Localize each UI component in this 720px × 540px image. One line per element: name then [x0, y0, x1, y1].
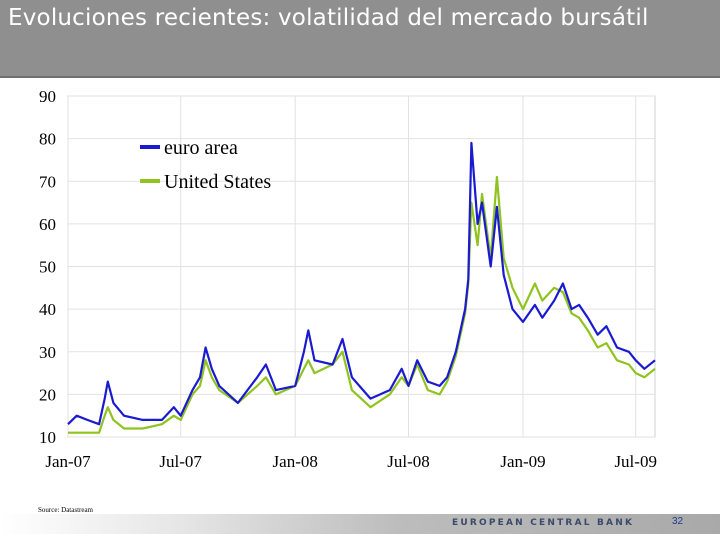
y-tick-label: 50 — [39, 258, 56, 277]
chart-canvas: 10 20 30 40 50 60 70 80 90 Jan-07 Jul-07 Jan-08 Jul… — [39, 87, 657, 471]
x-tick-label: Jan-07 — [45, 452, 91, 471]
series-line-euro-area — [67, 141, 656, 426]
y-tick-label: 30 — [39, 343, 56, 362]
series-lines — [67, 141, 656, 434]
grid-lines — [67, 95, 655, 438]
y-tick-label: 40 — [39, 300, 56, 319]
footer-bar — [0, 514, 720, 534]
series-line-united-states — [68, 175, 656, 434]
x-tick-label: Jul-07 — [159, 452, 202, 471]
y-tick-label: 60 — [39, 215, 56, 234]
slide-title: Evoluciones recientes: volatilidad del m… — [8, 5, 649, 31]
y-tick-label: 20 — [39, 385, 56, 404]
title-bar: Evoluciones recientes: volatilidad del m… — [0, 0, 720, 78]
x-tick-label: Jul-09 — [614, 452, 657, 471]
x-tick-label: Jan-08 — [273, 452, 318, 471]
x-tick-label: Jul-08 — [387, 452, 430, 471]
y-tick-label: 90 — [39, 87, 56, 106]
source-note: Source: Datastream — [38, 506, 94, 514]
y-tick-label: 10 — [39, 428, 56, 447]
legend-label-euro-area: euro area — [164, 137, 238, 159]
volatility-chart: 10 20 30 40 50 60 70 80 90 Jan-07 Jul-07 Jan-08 Jul… — [0, 80, 720, 480]
y-tick-label: 80 — [39, 130, 56, 149]
x-axis-ticks: Jan-07 Jul-07 Jan-08 Jul-08 Jan-09 Jul-09 — [45, 452, 657, 471]
y-axis-ticks: 10 20 30 40 50 60 70 80 90 — [39, 87, 56, 447]
x-tick-label: Jan-09 — [500, 452, 545, 471]
legend-label-united-states: United States — [164, 171, 271, 193]
y-tick-label: 70 — [39, 172, 56, 191]
legend: euro area United States — [140, 137, 271, 193]
footer-bank-name: EUROPEAN CENTRAL BANK — [452, 518, 635, 528]
bottom-strip — [0, 534, 720, 540]
page-number: 32 — [672, 516, 684, 527]
